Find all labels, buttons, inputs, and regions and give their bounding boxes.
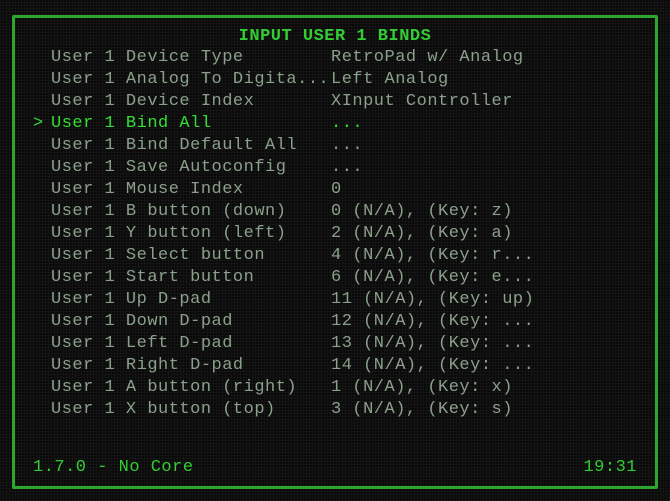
status-bar: 1.7.0 - No Core 19:31	[33, 459, 637, 476]
selection-caret-icon	[33, 225, 51, 242]
menu-item[interactable]: User 1 Analog To Digita...Left Analog	[33, 71, 637, 88]
menu-item[interactable]: User 1 Up D-pad11 (N/A), (Key: up)	[33, 291, 637, 308]
menu-item-value: 14 (N/A), (Key: ...	[331, 357, 637, 374]
status-version: 1.7.0 - No Core	[33, 459, 194, 476]
menu-item[interactable]: User 1 Bind Default All...	[33, 137, 637, 154]
menu-item-label: User 1 B button (down)	[51, 203, 331, 220]
menu-item-label: User 1 Analog To Digita...	[51, 71, 331, 88]
menu-item[interactable]: User 1 Y button (left)2 (N/A), (Key: a)	[33, 225, 637, 242]
menu-item-label: User 1 Device Index	[51, 93, 331, 110]
selection-caret-icon	[33, 137, 51, 154]
menu-item-label: User 1 A button (right)	[51, 379, 331, 396]
selection-caret-icon	[33, 49, 51, 66]
menu-item-label: User 1 Right D-pad	[51, 357, 331, 374]
selection-caret-icon	[33, 357, 51, 374]
menu-item-label: User 1 Mouse Index	[51, 181, 331, 198]
selection-caret-icon	[33, 335, 51, 352]
menu-item-label: User 1 Save Autoconfig	[51, 159, 331, 176]
menu-item[interactable]: User 1 B button (down)0 (N/A), (Key: z)	[33, 203, 637, 220]
menu-item-value: XInput Controller	[331, 93, 637, 110]
menu-item-label: User 1 X button (top)	[51, 401, 331, 418]
menu-item-value: 13 (N/A), (Key: ...	[331, 335, 637, 352]
menu-item-value: 6 (N/A), (Key: e...	[331, 269, 637, 286]
menu-item-value: ...	[331, 137, 637, 154]
menu-item[interactable]: User 1 Device TypeRetroPad w/ Analog	[33, 49, 637, 66]
menu-item-value: 12 (N/A), (Key: ...	[331, 313, 637, 330]
menu-item-value: ...	[331, 115, 637, 132]
menu-item-value: RetroPad w/ Analog	[331, 49, 637, 66]
menu-item-value: 3 (N/A), (Key: s)	[331, 401, 637, 418]
menu-item[interactable]: User 1 Left D-pad13 (N/A), (Key: ...	[33, 335, 637, 352]
selection-caret-icon	[33, 203, 51, 220]
menu-item[interactable]: User 1 A button (right)1 (N/A), (Key: x)	[33, 379, 637, 396]
menu-item[interactable]: User 1 Down D-pad12 (N/A), (Key: ...	[33, 313, 637, 330]
menu-item[interactable]: User 1 Save Autoconfig...	[33, 159, 637, 176]
menu-item-label: User 1 Up D-pad	[51, 291, 331, 308]
menu-item-value: 0 (N/A), (Key: z)	[331, 203, 637, 220]
menu-item-value: 0	[331, 181, 637, 198]
selection-caret-icon	[33, 93, 51, 110]
selection-caret-icon	[33, 159, 51, 176]
menu-item-value: 4 (N/A), (Key: r...	[331, 247, 637, 264]
menu-item-label: User 1 Select button	[51, 247, 331, 264]
menu-frame: INPUT USER 1 BINDS User 1 Device TypeRet…	[12, 15, 658, 489]
menu-item[interactable]: User 1 Start button6 (N/A), (Key: e...	[33, 269, 637, 286]
menu-item-label: User 1 Bind All	[51, 115, 331, 132]
selection-caret-icon	[33, 247, 51, 264]
menu-item-label: User 1 Start button	[51, 269, 331, 286]
selection-caret-icon	[33, 71, 51, 88]
menu-item-label: User 1 Down D-pad	[51, 313, 331, 330]
selection-caret-icon	[33, 291, 51, 308]
menu-item-label: User 1 Device Type	[51, 49, 331, 66]
menu-item[interactable]: User 1 X button (top)3 (N/A), (Key: s)	[33, 401, 637, 418]
selection-caret-icon	[33, 181, 51, 198]
menu-item[interactable]: >User 1 Bind All...	[33, 115, 637, 132]
selection-caret-icon	[33, 379, 51, 396]
selection-caret-icon: >	[33, 115, 51, 132]
menu-item[interactable]: User 1 Select button4 (N/A), (Key: r...	[33, 247, 637, 264]
selection-caret-icon	[33, 269, 51, 286]
menu-item-label: User 1 Left D-pad	[51, 335, 331, 352]
menu-item[interactable]: User 1 Right D-pad14 (N/A), (Key: ...	[33, 357, 637, 374]
menu-item-value: 1 (N/A), (Key: x)	[331, 379, 637, 396]
menu-item-label: User 1 Y button (left)	[51, 225, 331, 242]
status-clock: 19:31	[583, 459, 637, 476]
menu-rows: User 1 Device TypeRetroPad w/ Analog Use…	[33, 49, 637, 455]
menu-item[interactable]: User 1 Mouse Index0	[33, 181, 637, 198]
menu-title: INPUT USER 1 BINDS	[33, 28, 637, 45]
selection-caret-icon	[33, 401, 51, 418]
menu-item-value: ...	[331, 159, 637, 176]
menu-item-value: Left Analog	[331, 71, 637, 88]
menu-item-value: 2 (N/A), (Key: a)	[331, 225, 637, 242]
menu-item-label: User 1 Bind Default All	[51, 137, 331, 154]
menu-item-value: 11 (N/A), (Key: up)	[331, 291, 637, 308]
selection-caret-icon	[33, 313, 51, 330]
menu-item[interactable]: User 1 Device IndexXInput Controller	[33, 93, 637, 110]
